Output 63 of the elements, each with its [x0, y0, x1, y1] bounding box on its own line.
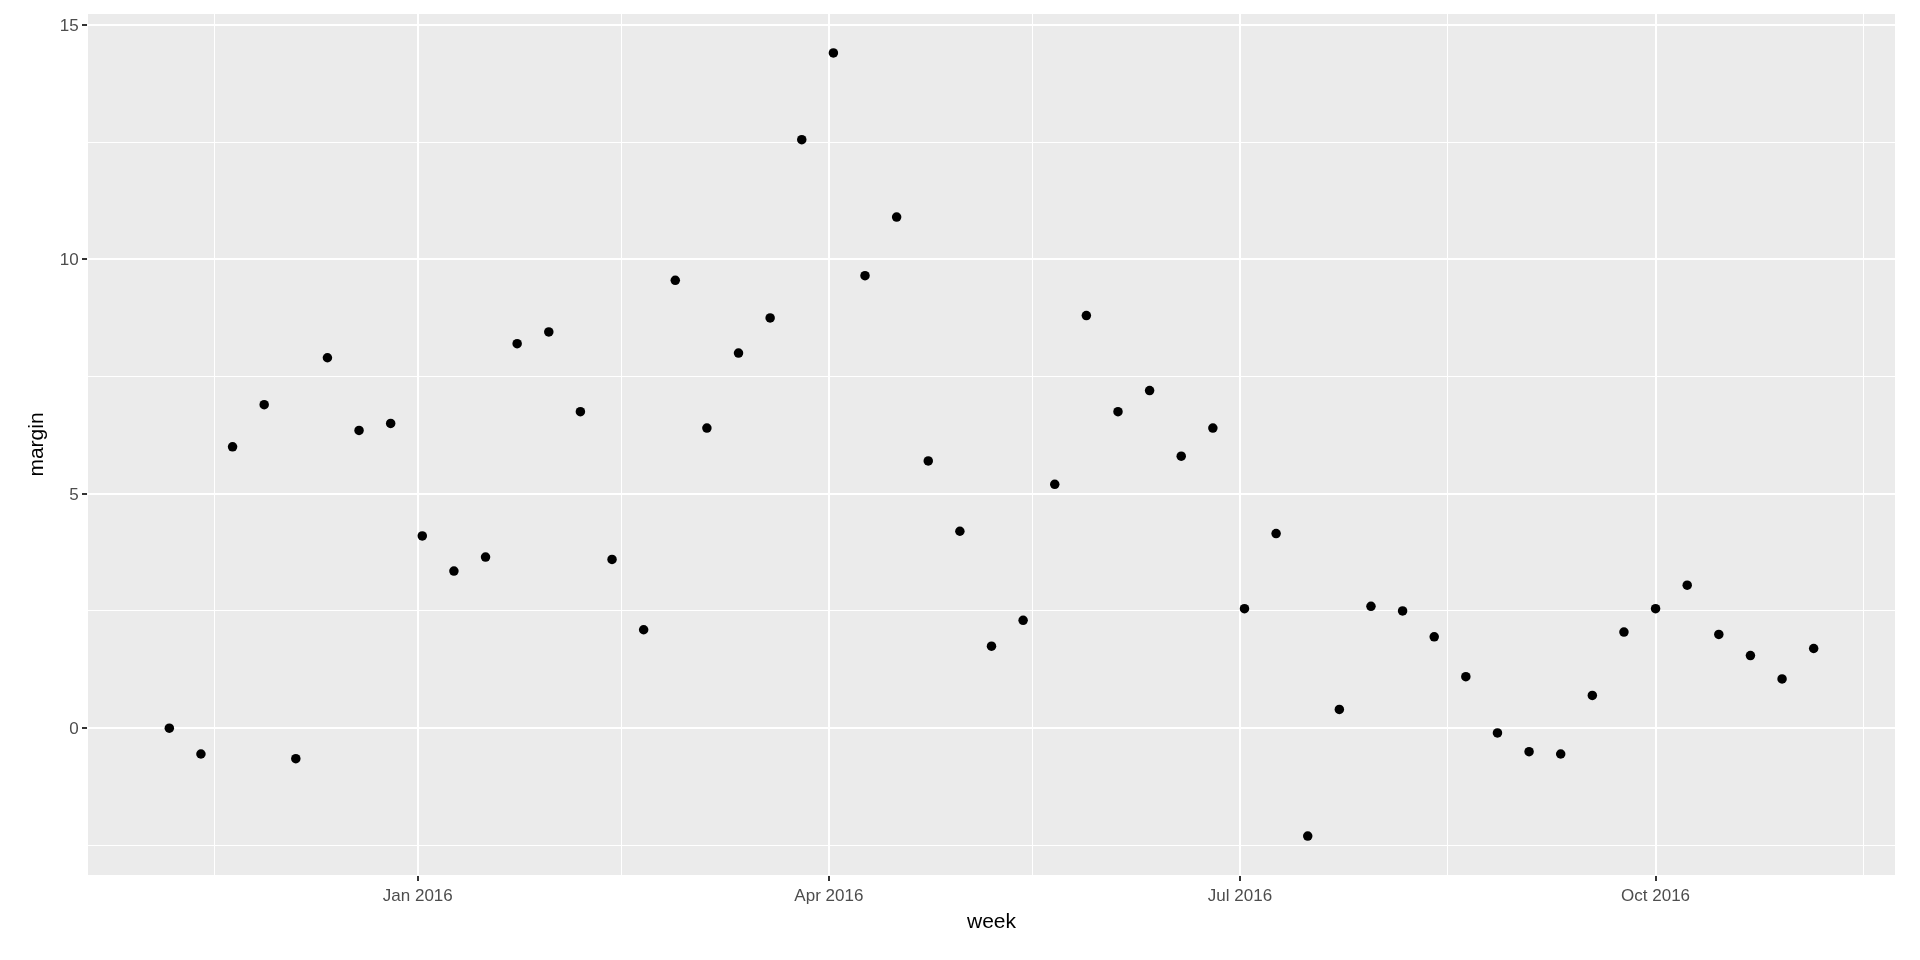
point	[1081, 310, 1092, 321]
point	[1682, 580, 1692, 590]
point	[1018, 615, 1028, 626]
point	[544, 327, 554, 337]
point	[797, 134, 807, 145]
point	[1619, 627, 1629, 637]
x-tick-label: Oct 2016	[1621, 886, 1691, 906]
x-tick-label: Apr 2016	[794, 886, 864, 906]
point	[1777, 674, 1787, 684]
point	[449, 566, 459, 576]
point	[765, 313, 775, 323]
point	[385, 418, 396, 429]
y-tick-label: 10	[59, 250, 79, 270]
point	[1176, 451, 1186, 461]
point	[1492, 728, 1503, 738]
point	[1113, 406, 1123, 417]
point	[291, 753, 301, 764]
point	[1366, 601, 1376, 612]
point	[480, 552, 491, 562]
point	[354, 425, 364, 436]
point	[1745, 650, 1756, 661]
point	[196, 749, 206, 759]
point	[1524, 746, 1534, 757]
point	[1050, 479, 1060, 490]
point	[955, 526, 965, 537]
x-axis-title: week	[965, 908, 1017, 932]
point	[1461, 671, 1471, 682]
point	[1334, 704, 1345, 715]
point	[575, 406, 586, 417]
point	[638, 624, 649, 635]
point	[986, 641, 997, 651]
y-tick-label: 0	[69, 719, 79, 739]
point	[923, 456, 934, 466]
point	[227, 442, 238, 452]
point	[512, 338, 522, 349]
point	[1808, 643, 1819, 654]
point	[164, 723, 175, 733]
point	[670, 275, 681, 286]
point	[259, 399, 269, 410]
point	[417, 531, 428, 541]
point	[607, 554, 617, 565]
point	[1650, 603, 1661, 614]
point	[891, 212, 902, 222]
point	[828, 48, 839, 58]
point	[860, 270, 870, 281]
point	[1271, 528, 1281, 539]
y-axis-title: margin	[23, 412, 47, 477]
point	[1429, 632, 1439, 642]
x-tick-label: Jan 2016	[382, 886, 453, 906]
point	[1587, 690, 1598, 701]
point	[733, 348, 744, 358]
point	[1714, 629, 1724, 640]
point	[1302, 831, 1313, 841]
point	[702, 423, 712, 433]
point	[1397, 606, 1408, 616]
y-tick-label: 5	[69, 484, 79, 504]
point	[1208, 423, 1218, 433]
point	[1144, 385, 1155, 396]
point	[322, 352, 333, 363]
y-tick-label: 15	[59, 15, 79, 35]
point	[1239, 603, 1250, 614]
x-tick-label: Jul 2016	[1207, 886, 1273, 906]
point	[1555, 749, 1566, 759]
